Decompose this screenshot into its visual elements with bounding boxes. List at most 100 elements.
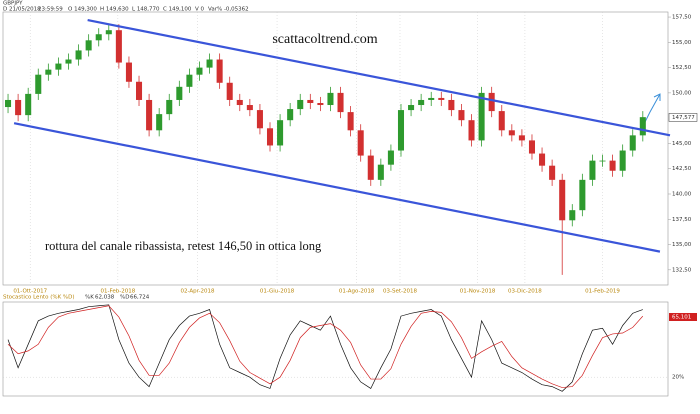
- candle-body: [569, 210, 576, 221]
- candle-body: [156, 114, 163, 131]
- stoch-title: Stocastico Lento (%K %D): [3, 295, 75, 301]
- y-tick-label: 20%: [672, 375, 684, 381]
- header-info: Var% -0,05362: [208, 7, 249, 13]
- channel-line: [13, 122, 661, 253]
- candle-body: [15, 99, 22, 116]
- stoch-line: [7, 305, 644, 388]
- candle-body: [266, 128, 274, 146]
- candle-body: [539, 153, 546, 166]
- k-label: %K: [85, 295, 94, 301]
- candle-body: [176, 86, 183, 100]
- candle-body: [25, 93, 32, 116]
- candle-body: [639, 117, 646, 136]
- candle-body: [196, 67, 203, 75]
- price-panel: [2, 11, 669, 286]
- x-tick-label: 01-Ago-2018: [339, 289, 375, 295]
- candle-body: [125, 62, 132, 82]
- candle-body: [549, 165, 556, 180]
- candle-body: [115, 30, 122, 63]
- annotation: rottura del canale ribassista, retest 14…: [45, 239, 322, 253]
- candle-body: [498, 111, 505, 131]
- candle-body: [579, 179, 586, 211]
- header-info: L 148,770: [132, 7, 160, 13]
- candle-body: [226, 82, 233, 100]
- candle-body: [438, 97, 445, 100]
- x-tick-label: 01-Giu-2018: [260, 289, 295, 295]
- candle-body: [327, 92, 334, 106]
- header-info: V 0: [195, 7, 205, 13]
- candle-body: [609, 160, 616, 171]
- header-info: 23:59:59: [38, 7, 63, 13]
- candle-body: [619, 150, 626, 171]
- header-info: C 149,100: [163, 7, 192, 13]
- candle-body: [75, 50, 82, 60]
- candle-body: [5, 99, 12, 108]
- y-tick-label: 155,00: [672, 40, 692, 46]
- x-tick-label: 01-Feb-2019: [585, 289, 620, 295]
- symbol: GBPJPY: [3, 1, 23, 7]
- candle-body: [559, 179, 566, 221]
- candle-body: [206, 59, 213, 68]
- y-tick-label: 132,50: [672, 267, 692, 273]
- x-tick-label: 02-Apr-2018: [180, 289, 215, 295]
- stoch-panel: [2, 301, 669, 397]
- x-tick-label: 01-Feb-2018: [101, 289, 136, 295]
- k-value: 62,038: [95, 295, 115, 301]
- candle-body: [448, 99, 455, 111]
- header-info: H 149,630: [100, 7, 129, 13]
- candle-body: [246, 105, 253, 111]
- d-value: 66,724: [130, 295, 150, 301]
- y-tick-label: 150,00: [672, 90, 692, 96]
- candle-body: [468, 120, 475, 141]
- candle-body: [397, 110, 405, 151]
- candle-body: [377, 164, 384, 180]
- candle-body: [236, 99, 243, 106]
- candle-body: [136, 81, 143, 100]
- candle-body: [95, 34, 102, 41]
- candle-body: [45, 69, 52, 75]
- candle-body: [256, 110, 263, 129]
- candle-body: [347, 112, 354, 131]
- candle-body: [105, 30, 112, 35]
- candle-body: [629, 135, 636, 151]
- candle-body: [277, 120, 284, 146]
- candle-body: [528, 140, 535, 154]
- d-label: %D: [120, 295, 129, 301]
- y-tick-label: 142,50: [672, 166, 692, 172]
- box-value: 65,101: [672, 315, 691, 321]
- x-tick-label: 01-Nov-2018: [460, 289, 496, 295]
- last-price-box: [668, 113, 698, 122]
- y-tick-label: 145,00: [672, 141, 692, 147]
- candle-body: [297, 99, 304, 110]
- x-tick-label: 03-Dic-2018: [508, 289, 542, 295]
- candle-body: [35, 74, 42, 94]
- candle-body: [367, 155, 374, 180]
- x-tick-label: 01-Ott-2017: [13, 289, 47, 295]
- candle-body: [307, 99, 314, 103]
- candle-body: [599, 160, 606, 162]
- y-tick-label: 135,00: [672, 242, 692, 248]
- value-box: [669, 313, 697, 321]
- candle-body: [65, 59, 72, 64]
- y-tick-label: 140,00: [672, 192, 692, 198]
- candle-body: [488, 92, 495, 112]
- stoch-line: [7, 304, 643, 392]
- candle-body: [518, 135, 525, 141]
- candle-body: [216, 59, 223, 83]
- arrow: [644, 93, 661, 123]
- candle-body: [387, 150, 394, 165]
- x-tick-label: 03-Set-2018: [383, 289, 417, 295]
- candle-body: [317, 103, 324, 106]
- candle-body: [428, 97, 435, 100]
- candle-body: [408, 105, 415, 111]
- y-tick-label: 157,50: [672, 15, 692, 21]
- candle-body: [357, 130, 364, 156]
- candle-body: [146, 99, 153, 131]
- candle-body: [418, 99, 425, 106]
- channel-line: [87, 19, 671, 137]
- header-info: D 21/05/2018: [3, 7, 41, 13]
- candle-body: [337, 92, 344, 113]
- site: scattacoltrend.com: [272, 32, 377, 47]
- candle-body: [478, 92, 485, 141]
